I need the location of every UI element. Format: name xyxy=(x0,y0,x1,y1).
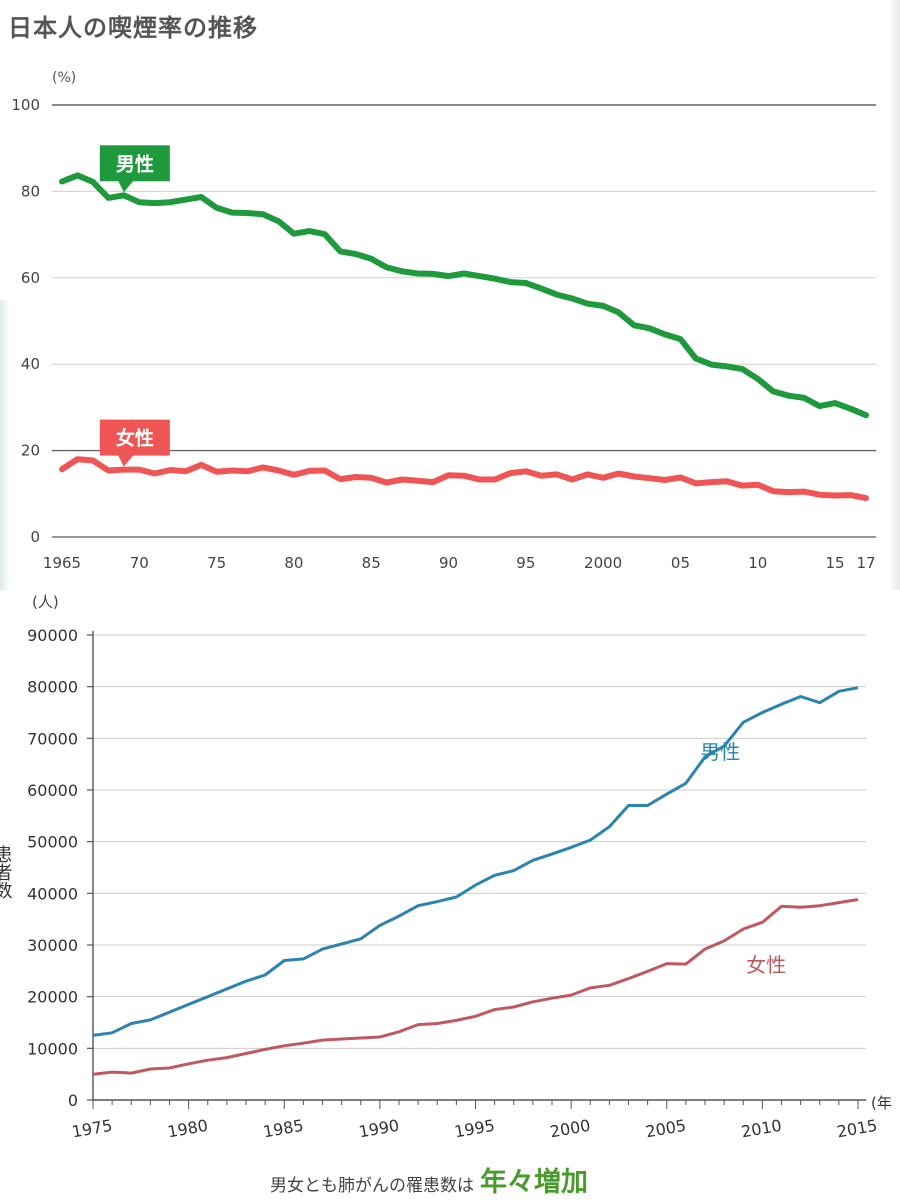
x-tick-label: 15 xyxy=(826,554,845,572)
y-axis-unit-label: (%) xyxy=(52,70,76,86)
female-series-label: 女性 xyxy=(746,953,786,977)
y-tick-label: 10000 xyxy=(27,1039,78,1058)
x-tick-label: 90 xyxy=(439,554,458,572)
x-tick-label: 17 xyxy=(856,554,875,572)
y-tick-label: 80 xyxy=(21,182,40,200)
smoking-rate-chart: (%) 0 20 40 60 80 100 1965 70 75 80 85 90 95 2000 05 10 1… xyxy=(11,70,876,572)
x-tick-label: 95 xyxy=(516,554,535,572)
y-tick-label: 0 xyxy=(30,528,40,546)
x-tick-label: 1980 xyxy=(166,1116,209,1142)
female-series-line xyxy=(59,456,869,502)
x-tick-label: 1975 xyxy=(70,1116,113,1142)
x-tick-label: 2005 xyxy=(644,1116,687,1142)
x-tick-label: 85 xyxy=(362,554,381,572)
y-axis-title: 患者数 xyxy=(0,845,13,899)
x-tick-label: 05 xyxy=(671,554,690,572)
y-tick-label: 30000 xyxy=(27,936,78,955)
x-tick-label: 2010 xyxy=(740,1116,783,1142)
y-tick-label: 90000 xyxy=(27,626,78,645)
y-tick-label: 0 xyxy=(68,1091,78,1110)
y-tick-label: 40000 xyxy=(27,884,78,903)
x-tick-label: 2000 xyxy=(584,554,622,572)
x-tick-label: 75 xyxy=(207,554,226,572)
male-callout-pointer xyxy=(117,180,134,193)
x-tick-label: 2000 xyxy=(548,1116,591,1142)
male-series-label: 男性 xyxy=(700,740,740,764)
x-tick-label: 1965 xyxy=(43,554,81,572)
left-edge-shade xyxy=(0,300,10,600)
female-callout-label: 女性 xyxy=(116,427,154,450)
x-axis-unit-label: (年 xyxy=(871,1094,892,1112)
lung-cancer-panel: (人) 患者数 0 10000 20000 30000 40000 50000 60000 700… xyxy=(0,590,900,1200)
right-edge-shade xyxy=(888,0,900,600)
y-tick-label: 60000 xyxy=(27,781,78,800)
x-tick-label: 1990 xyxy=(357,1116,400,1142)
chart-title: 日本人の喫煙率の推移 xyxy=(8,14,258,42)
y-tick-label: 20 xyxy=(21,442,40,460)
y-tick-label: 60 xyxy=(21,269,40,287)
y-tick-label: 40 xyxy=(21,355,40,373)
caption-text: 男女とも肺がんの罹患数は xyxy=(270,1176,474,1196)
x-tick-label: 1985 xyxy=(262,1116,305,1142)
lung-cancer-chart: (人) 患者数 0 10000 20000 30000 40000 50000 60000 700… xyxy=(0,593,892,1142)
y-axis-unit-label: (人) xyxy=(32,593,59,611)
y-tick-label: 70000 xyxy=(27,729,78,748)
female-callout-pointer xyxy=(117,454,134,467)
male-series-line xyxy=(59,172,869,419)
male-series-line xyxy=(92,686,859,1037)
x-tick-label: 10 xyxy=(748,554,767,572)
smoking-rate-panel: 日本人の喫煙率の推移 (%) 0 20 40 60 80 100 1965 70 75 80 85 90… xyxy=(8,14,876,572)
x-tick-label: 70 xyxy=(130,554,149,572)
male-callout-label: 男性 xyxy=(116,152,154,175)
y-tick-label: 100 xyxy=(11,96,40,114)
x-tick-label: 1995 xyxy=(453,1116,496,1142)
y-tick-label: 50000 xyxy=(27,833,78,852)
caption: 男女とも肺がんの罹患数は 年々増加 xyxy=(270,1160,588,1199)
x-tick-label: 2015 xyxy=(835,1116,878,1142)
female-callout-box xyxy=(99,419,170,456)
caption-emphasis: 年々増加 xyxy=(480,1167,588,1198)
y-tick-label: 80000 xyxy=(27,678,78,697)
female-series-line xyxy=(92,898,859,1076)
x-tick-label: 80 xyxy=(284,554,303,572)
y-tick-label: 20000 xyxy=(27,988,78,1007)
male-callout-box xyxy=(99,145,170,182)
